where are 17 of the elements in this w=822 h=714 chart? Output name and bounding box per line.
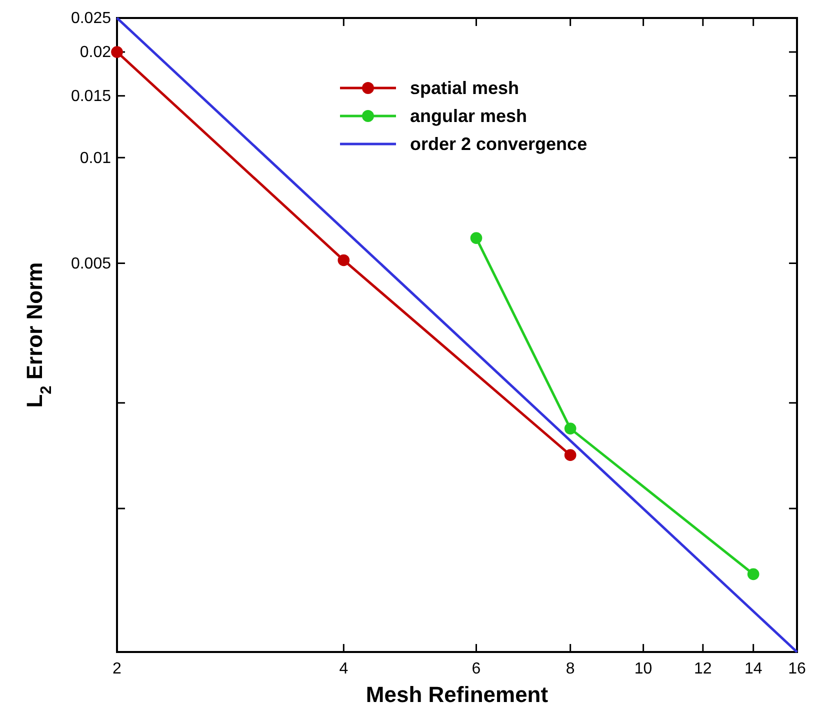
x-tick-label: 8: [566, 660, 575, 678]
x-tick-label: 4: [339, 660, 348, 678]
legend-label: angular mesh: [410, 106, 528, 126]
x-tick-label: 6: [472, 660, 481, 678]
x-tick-label: 14: [744, 660, 762, 678]
y-tick-label: 0.015: [70, 88, 112, 105]
legend-label: order 2 convergence: [410, 134, 588, 154]
x-axis-title: Mesh Refinement: [366, 682, 549, 707]
x-tick-label: 10: [634, 660, 652, 678]
x-tick-label: 16: [788, 660, 806, 678]
legend-label: spatial mesh: [410, 78, 520, 98]
y-tick-label: 0.005: [70, 255, 112, 272]
y-tick-label: 0.01: [80, 150, 112, 167]
x-tick-label: 12: [694, 660, 712, 678]
x-tick-label: 2: [112, 660, 122, 678]
y-tick-label: 0.02: [80, 44, 112, 62]
y-tick-label: 0.025: [70, 10, 112, 28]
